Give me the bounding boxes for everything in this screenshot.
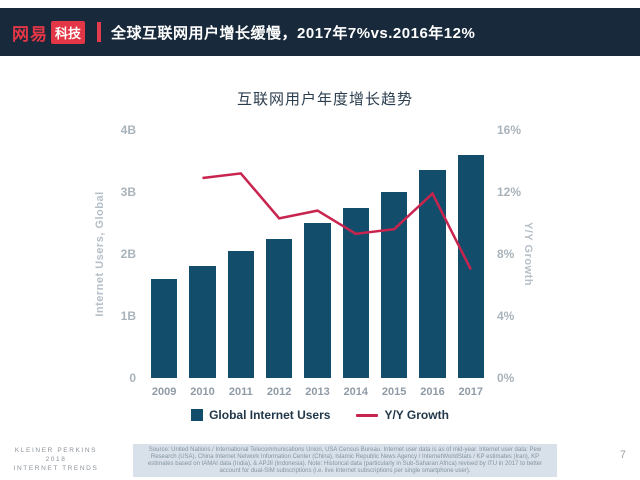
bar-2013 bbox=[304, 223, 331, 378]
bar-2014 bbox=[342, 207, 369, 378]
bar-2017 bbox=[457, 154, 484, 378]
kleiner-perkins-brand: KLEINER PERKINS 2018 INTERNET TRENDS bbox=[8, 446, 104, 473]
x-label-2010: 2010 bbox=[190, 386, 215, 398]
x-label-2014: 2014 bbox=[343, 386, 369, 398]
bar-2009 bbox=[151, 278, 178, 378]
brand-line-2: 2018 bbox=[45, 456, 67, 463]
bar-2011 bbox=[227, 250, 254, 378]
legend-swatch-line bbox=[356, 413, 379, 417]
headline: 全球互联网用户增长缓慢，2017年7%vs.2016年12% bbox=[111, 24, 476, 42]
left-axis-ticks: 0 1B 2B 3B 4B bbox=[92, 123, 136, 385]
legend-label-bars: Global Internet Users bbox=[209, 408, 331, 422]
bar-2016 bbox=[419, 170, 446, 378]
tick-4B: 4B bbox=[120, 123, 136, 137]
x-axis-labels: 2009 2010 2011 2012 2013 2014 2015 2016 2017 bbox=[145, 386, 490, 398]
tick-2B: 2B bbox=[120, 247, 136, 261]
logo-netease-text: 网易 bbox=[12, 24, 48, 44]
legend-swatch-bar bbox=[191, 409, 204, 421]
brand-line-1: KLEINER PERKINS bbox=[14, 447, 98, 454]
page-number: 7 bbox=[619, 449, 626, 461]
tick-0%: 0% bbox=[497, 371, 515, 385]
x-label-2017: 2017 bbox=[458, 386, 484, 398]
legend-label-line: Y/Y Growth bbox=[384, 408, 449, 422]
legend-item-line: Y/Y Growth bbox=[356, 408, 449, 422]
growth-line-layer bbox=[202, 172, 472, 271]
bar-2015 bbox=[381, 192, 408, 378]
legend-item-bars: Global Internet Users bbox=[191, 408, 330, 422]
tick-1B: 1B bbox=[120, 309, 136, 323]
x-label-2013: 2013 bbox=[305, 386, 330, 398]
plot-area bbox=[145, 130, 490, 378]
x-label-2012: 2012 bbox=[266, 386, 292, 398]
source-note: Source: United Nations / International T… bbox=[133, 444, 557, 477]
growth-line bbox=[202, 172, 472, 271]
header-bar: 网易 科技 全球互联网用户增长缓慢，2017年7%vs.2016年12% bbox=[0, 8, 640, 56]
x-label-2009: 2009 bbox=[151, 386, 177, 398]
brand-line-3: INTERNET TRENDS bbox=[13, 465, 99, 472]
red-divider-bar bbox=[97, 22, 102, 42]
x-label-2011: 2011 bbox=[228, 386, 253, 398]
logo-tech-badge: 科技 bbox=[51, 20, 86, 44]
tick-3B: 3B bbox=[120, 185, 136, 199]
tick-4%: 4% bbox=[497, 309, 515, 323]
tick-0: 0 bbox=[129, 371, 136, 385]
x-label-2016: 2016 bbox=[420, 386, 445, 398]
netease-tech-logo: 网易 科技 bbox=[12, 20, 86, 45]
x-label-2015: 2015 bbox=[381, 386, 407, 398]
tick-8%: 8% bbox=[497, 247, 515, 261]
chart-legend: Global Internet Users Y/Y Growth bbox=[125, 408, 515, 422]
tick-12%: 12% bbox=[497, 185, 522, 199]
bar-2012 bbox=[266, 238, 293, 378]
right-axis-ticks: 0% 4% 8% 12% 16% bbox=[497, 123, 541, 385]
bar-2010 bbox=[189, 266, 216, 378]
tick-16%: 16% bbox=[497, 123, 522, 137]
chart-title: 互联网用户年度增长趋势 bbox=[236, 91, 413, 108]
